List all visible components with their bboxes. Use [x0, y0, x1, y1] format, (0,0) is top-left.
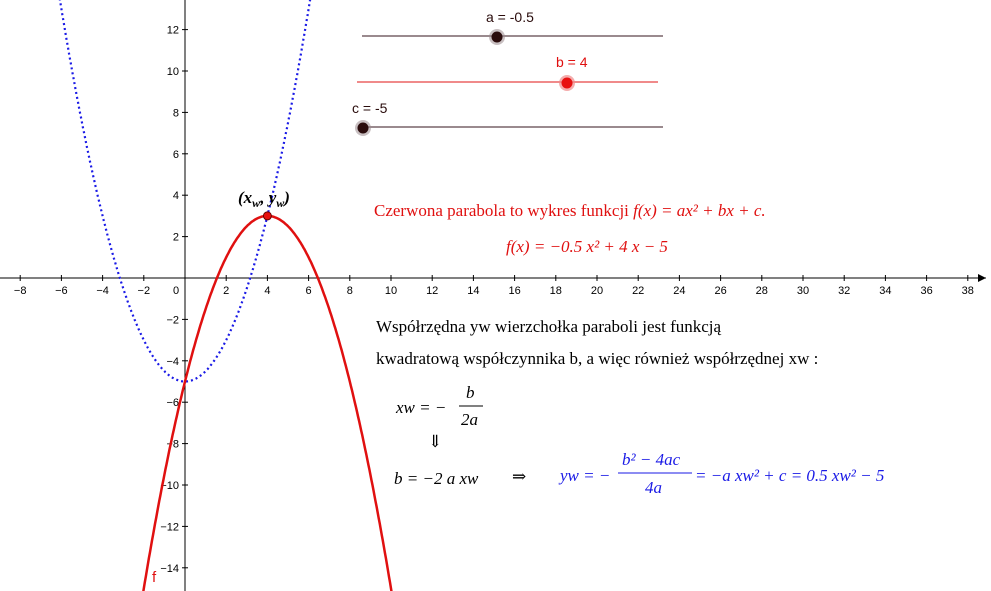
eq3-numerator: b² − 4ac — [622, 450, 681, 469]
x-tick-label: −6 — [55, 285, 68, 297]
slider-b-label: b = 4 — [556, 54, 588, 70]
y-tick-label: −10 — [160, 480, 179, 492]
eq1-denominator: 2a — [461, 410, 478, 429]
x-tick-label: 8 — [347, 285, 353, 297]
slider-b[interactable]: b = 4 — [357, 54, 658, 91]
x-tick-label: 12 — [426, 285, 438, 297]
y-tick-label: 4 — [173, 190, 179, 202]
y-tick-label: 12 — [167, 25, 179, 37]
eq2: b = −2 a xw — [394, 469, 479, 488]
y-tick-label: −14 — [160, 563, 179, 575]
x-tick-label: 10 — [385, 285, 397, 297]
x-tick-label: 26 — [714, 285, 726, 297]
y-tick-label: 8 — [173, 107, 179, 119]
red-description: Czerwona parabola to wykres funkcji f(x)… — [374, 201, 766, 220]
slider-a-knob-core[interactable] — [491, 31, 503, 43]
y-tick-label: −2 — [166, 314, 179, 326]
x-tick-label: 36 — [920, 285, 932, 297]
x-tick-label: 22 — [632, 285, 644, 297]
x-tick-label: 14 — [467, 285, 479, 297]
x-tick-label: 34 — [879, 285, 891, 297]
down-arrow-icon: ⇓ — [428, 432, 442, 451]
eq1-left: xw = − — [395, 398, 446, 417]
x-tick-label: 24 — [673, 285, 685, 297]
x-tick-label: 28 — [756, 285, 768, 297]
eq1-numerator: b — [466, 383, 475, 402]
slider-a-label: a = -0.5 — [486, 9, 534, 25]
x-tick-label: 6 — [306, 285, 312, 297]
y-tick-label: −12 — [160, 521, 179, 533]
blue-dotted-parabola[interactable] — [57, 0, 312, 383]
slider-c[interactable]: c = -5 — [352, 100, 663, 136]
implies-arrow-icon: ⇒ — [512, 467, 526, 486]
slider-b-knob-core[interactable] — [561, 77, 573, 89]
y-tick-label: −4 — [166, 356, 179, 368]
x-axis-arrow-icon — [978, 274, 986, 282]
red-formula-values: f(x) = −0.5 x² + 4 x − 5 — [506, 237, 668, 256]
y-tick-label: 10 — [167, 66, 179, 78]
y-tick-label: −6 — [166, 397, 179, 409]
x-tick-label: 38 — [962, 285, 974, 297]
eq3-right: = −a xw² + c = 0.5 xw² − 5 — [695, 466, 884, 485]
slider-c-label: c = -5 — [352, 100, 388, 116]
x-tick-label: 20 — [591, 285, 603, 297]
x-tick-label: 16 — [508, 285, 520, 297]
x-tick-label: −2 — [138, 285, 151, 297]
y-tick-label: 6 — [173, 149, 179, 161]
slider-c-knob-core[interactable] — [357, 122, 369, 134]
paragraph-line-1: Współrzędna yw wierzchołka paraboli jest… — [376, 317, 722, 336]
x-tick-label: 4 — [264, 285, 270, 297]
paragraph-line-2: kwadratową współczynnika b, a więc równi… — [376, 349, 818, 368]
curve-label-f: f — [152, 569, 157, 586]
slider-a[interactable]: a = -0.5 — [362, 9, 663, 45]
x-tick-label: 30 — [797, 285, 809, 297]
eq3-denominator: 4a — [645, 478, 662, 497]
y-tick-label: 2 — [173, 232, 179, 244]
x-tick-label: 2 — [223, 285, 229, 297]
x-tick-label: 0 — [173, 285, 179, 297]
x-axis-ticks: −8 −6 −4 −2 0 2 4 6 8 10 12 14 16 18 20 22 24 26 28 30 32 34 3… — [14, 275, 974, 297]
x-tick-label: 32 — [838, 285, 850, 297]
x-tick-label: −4 — [96, 285, 109, 297]
eq3-left: yw = − — [558, 466, 610, 485]
vertex-point[interactable] — [262, 211, 272, 221]
x-tick-label: 18 — [550, 285, 562, 297]
vertex-label: (xw, yw) — [238, 188, 290, 210]
x-tick-label: −8 — [14, 285, 27, 297]
